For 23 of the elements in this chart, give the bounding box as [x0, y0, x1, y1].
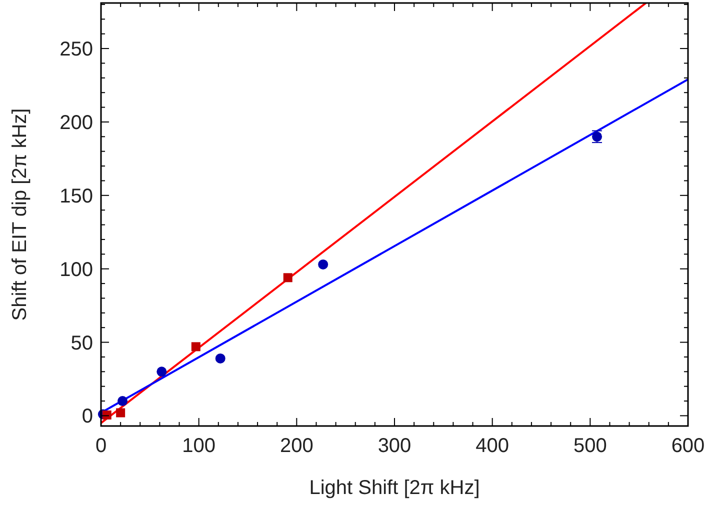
y-tick-label: 200 [60, 112, 93, 134]
x-tick-label: 600 [671, 435, 705, 457]
point [156, 366, 167, 377]
x-tick-label: 300 [378, 435, 412, 457]
point [118, 396, 128, 406]
x-axis-title: Light Shift [2π kHz] [309, 477, 480, 499]
point [215, 353, 226, 364]
x-tick-label: 500 [573, 435, 607, 457]
x-tick-label: 100 [182, 435, 216, 457]
y-tick-label: 150 [60, 185, 93, 208]
y-axis-title: Shift of EIT dip [2π kHz] [9, 108, 31, 321]
x-tick-label: 400 [476, 435, 510, 457]
point [191, 342, 200, 352]
x-tick-label: 0 [95, 435, 107, 457]
point [318, 259, 328, 270]
y-tick-label: 0 [82, 406, 93, 428]
y-tick-label: 50 [70, 332, 93, 354]
point [102, 410, 112, 420]
y-tick-label: 100 [60, 258, 93, 281]
y-tick-label: 250 [60, 38, 93, 61]
x-tick-label: 200 [280, 435, 314, 457]
point [116, 408, 126, 418]
point [283, 273, 292, 282]
